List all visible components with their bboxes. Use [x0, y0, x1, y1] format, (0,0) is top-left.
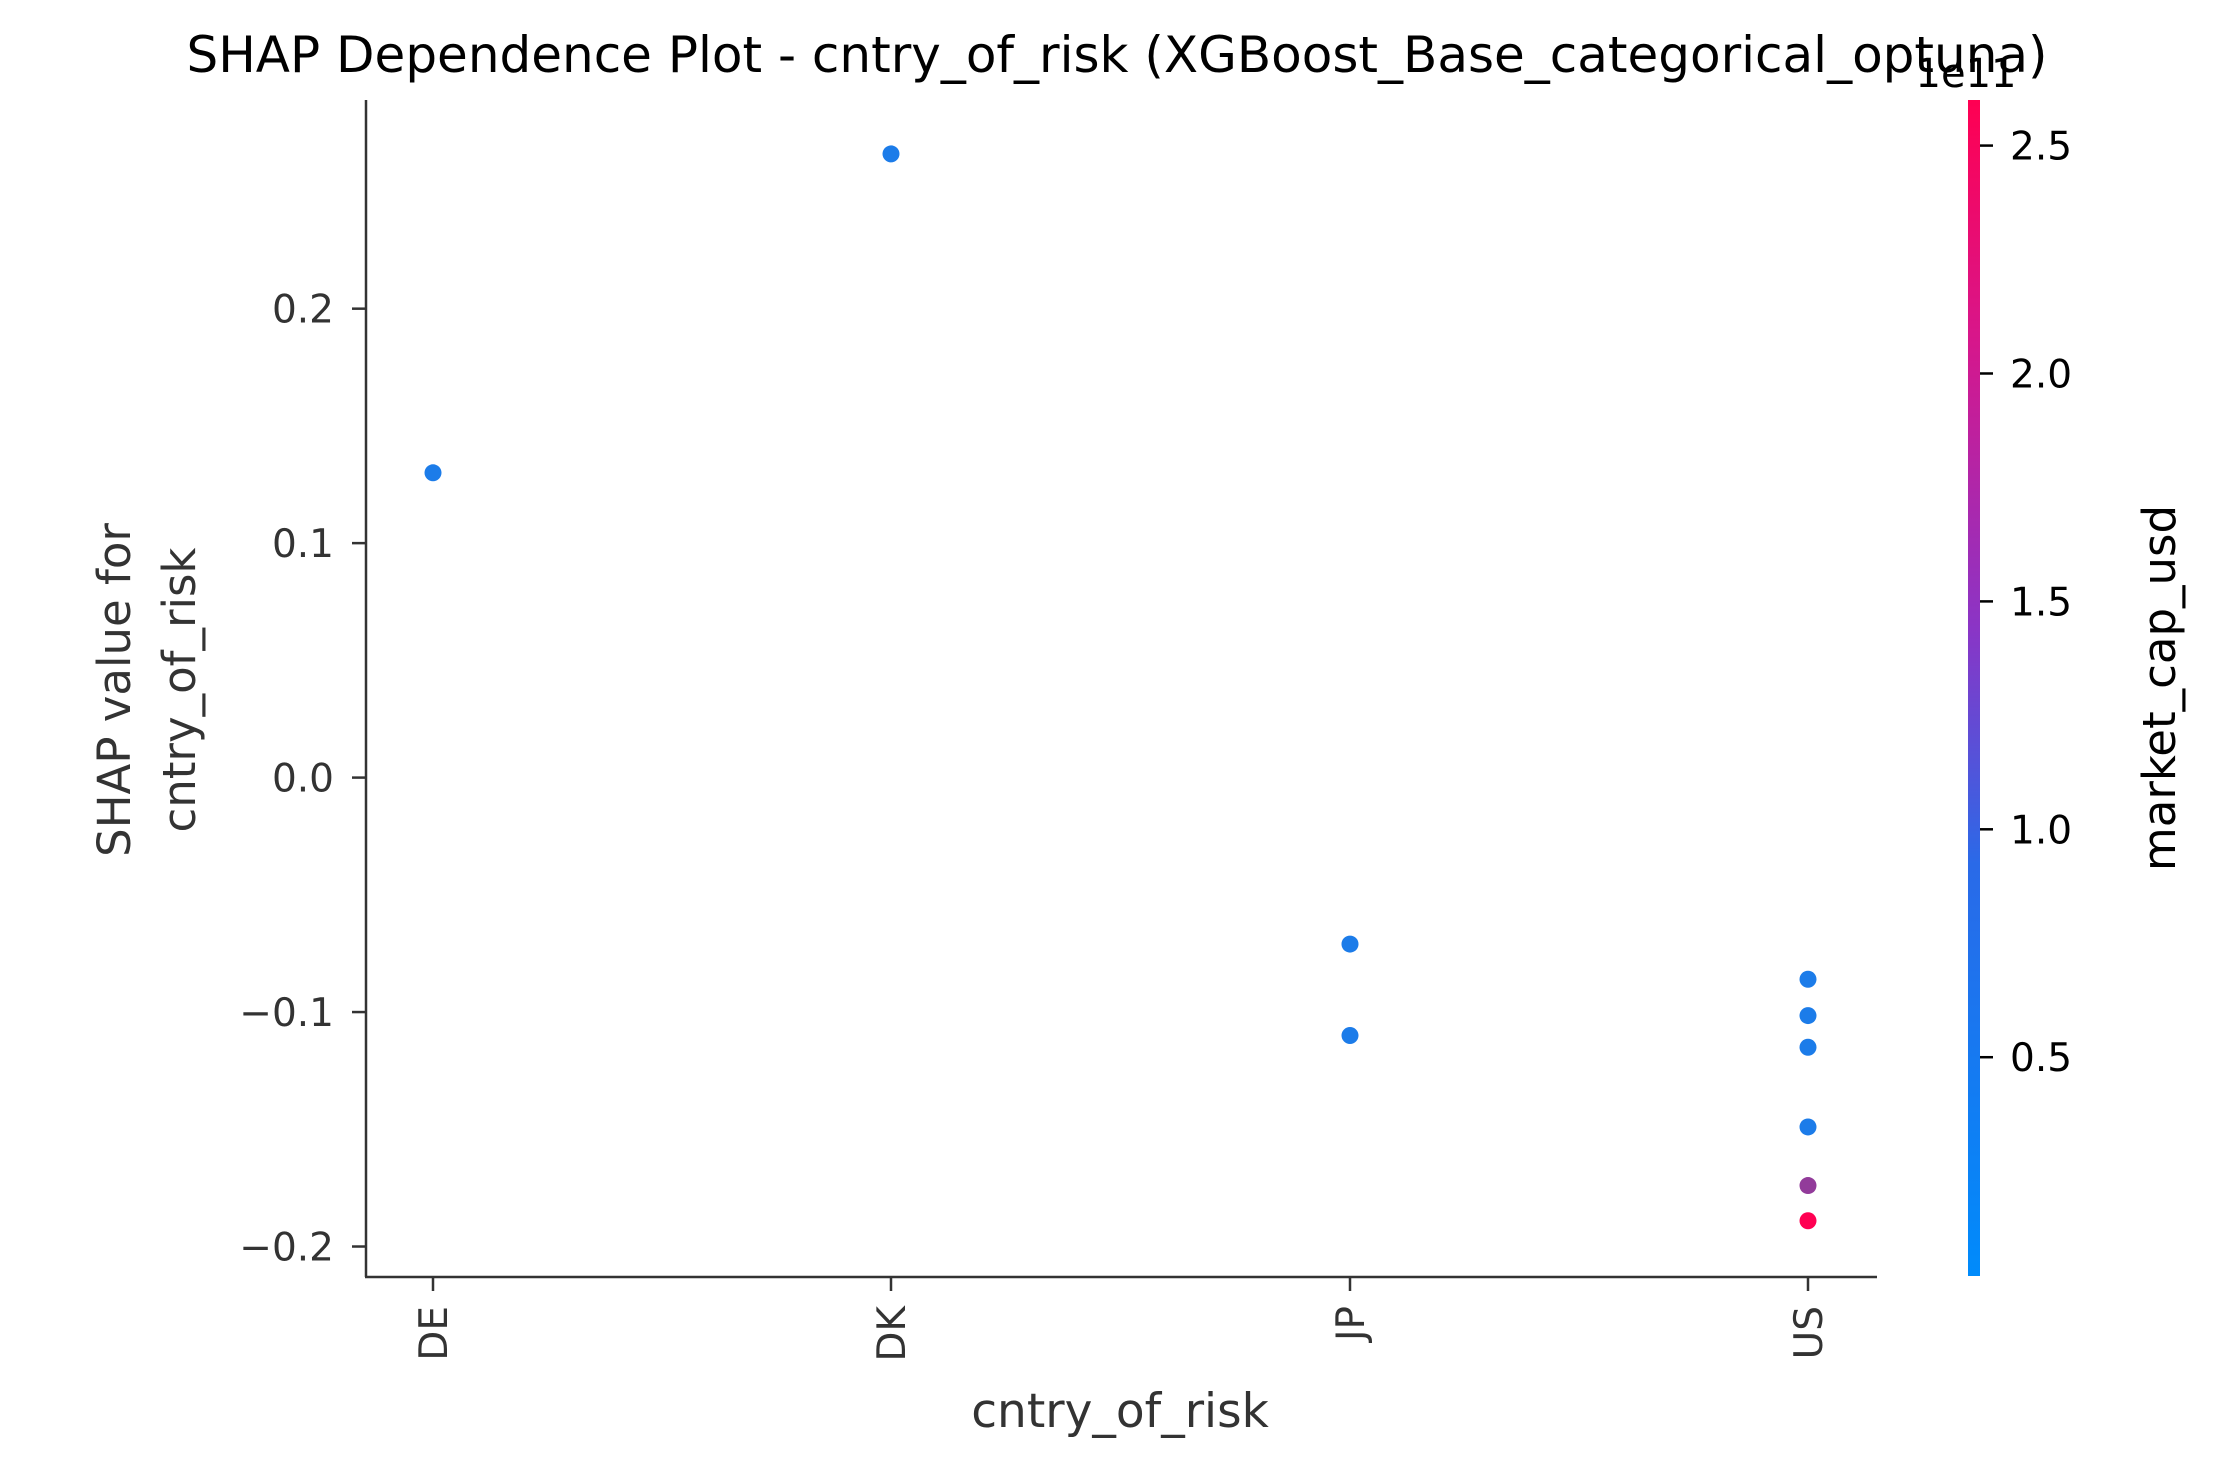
- data-point: [1341, 935, 1359, 953]
- y-axis-label-line-2: cntry_of_risk: [153, 548, 206, 833]
- colorbar-ticks: 0.5 1.0 1.5 2.0 2.5: [1980, 125, 2072, 1081]
- x-axis-label: cntry_of_risk: [971, 1384, 1269, 1439]
- x-tick-label: JP: [1329, 1306, 1374, 1344]
- plot-area: 0.2 0.1 0.0 −0.1 −0.2 DE DK JP US: [239, 100, 1877, 1362]
- y-tick-label: 0.2: [272, 288, 334, 333]
- x-tick-label: DK: [870, 1305, 915, 1362]
- data-point: [882, 145, 900, 163]
- data-point: [1341, 1027, 1359, 1045]
- data-point: [1799, 1212, 1817, 1230]
- colorbar-tick-label: 0.5: [2010, 1036, 2072, 1081]
- data-point: [1799, 1038, 1817, 1056]
- colorbar-tick-label: 1.0: [2010, 808, 2072, 853]
- data-points: [424, 145, 1817, 1230]
- colorbar-gradient: [1968, 100, 1980, 1276]
- colorbar-label: market_cap_usd: [2133, 505, 2186, 871]
- y-tick-label: 0.0: [272, 757, 334, 802]
- x-tick-label: DE: [412, 1306, 457, 1361]
- x-ticks: DE DK JP US: [412, 1277, 1832, 1362]
- colorbar-tick-label: 2.5: [2010, 125, 2072, 170]
- data-point: [1799, 1118, 1817, 1136]
- x-tick-label: US: [1787, 1306, 1832, 1359]
- colorbar-tick-label: 1.5: [2010, 580, 2072, 625]
- colorbar-offset-label: 1e11: [1916, 51, 2017, 97]
- data-point: [1799, 1007, 1817, 1025]
- data-point: [1799, 970, 1817, 988]
- data-point: [1799, 1177, 1817, 1195]
- y-axis-label-line-1: SHAP value for: [88, 523, 141, 857]
- y-tick-label: −0.2: [239, 1226, 334, 1271]
- y-ticks: 0.2 0.1 0.0 −0.1 −0.2: [239, 288, 366, 1271]
- y-tick-label: 0.1: [272, 522, 334, 567]
- colorbar: 0.5 1.0 1.5 2.0 2.5 1e11 market_cap_usd: [1916, 51, 2186, 1276]
- data-point: [424, 464, 442, 482]
- chart-title: SHAP Dependence Plot - cntry_of_risk (XG…: [186, 26, 2047, 84]
- colorbar-tick-label: 2.0: [2010, 352, 2072, 397]
- y-tick-label: −0.1: [239, 991, 334, 1036]
